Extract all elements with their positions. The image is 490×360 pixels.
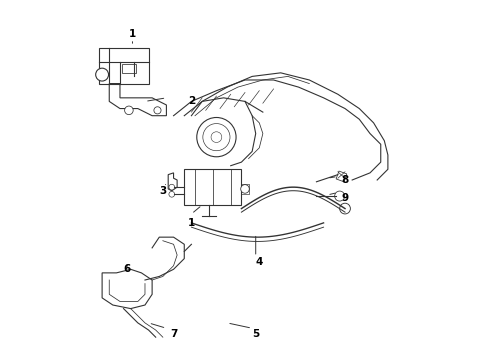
- Circle shape: [169, 184, 174, 190]
- Circle shape: [154, 107, 161, 114]
- Circle shape: [96, 68, 109, 81]
- Text: 5: 5: [252, 329, 259, 339]
- Text: 9: 9: [342, 193, 348, 203]
- Text: 4: 4: [256, 257, 263, 267]
- FancyBboxPatch shape: [184, 169, 242, 205]
- Circle shape: [211, 132, 222, 143]
- Text: 2: 2: [188, 96, 195, 107]
- Circle shape: [203, 123, 230, 151]
- Text: 1: 1: [188, 218, 195, 228]
- Text: 7: 7: [170, 329, 177, 339]
- Circle shape: [335, 191, 344, 201]
- Text: 3: 3: [159, 186, 167, 196]
- Text: 1: 1: [129, 28, 136, 39]
- FancyBboxPatch shape: [98, 48, 148, 84]
- Circle shape: [340, 203, 350, 214]
- Text: 8: 8: [342, 175, 349, 185]
- Circle shape: [241, 185, 249, 193]
- Circle shape: [169, 192, 174, 197]
- FancyBboxPatch shape: [122, 64, 136, 73]
- Text: 6: 6: [123, 264, 131, 274]
- Circle shape: [124, 106, 133, 114]
- Circle shape: [197, 117, 236, 157]
